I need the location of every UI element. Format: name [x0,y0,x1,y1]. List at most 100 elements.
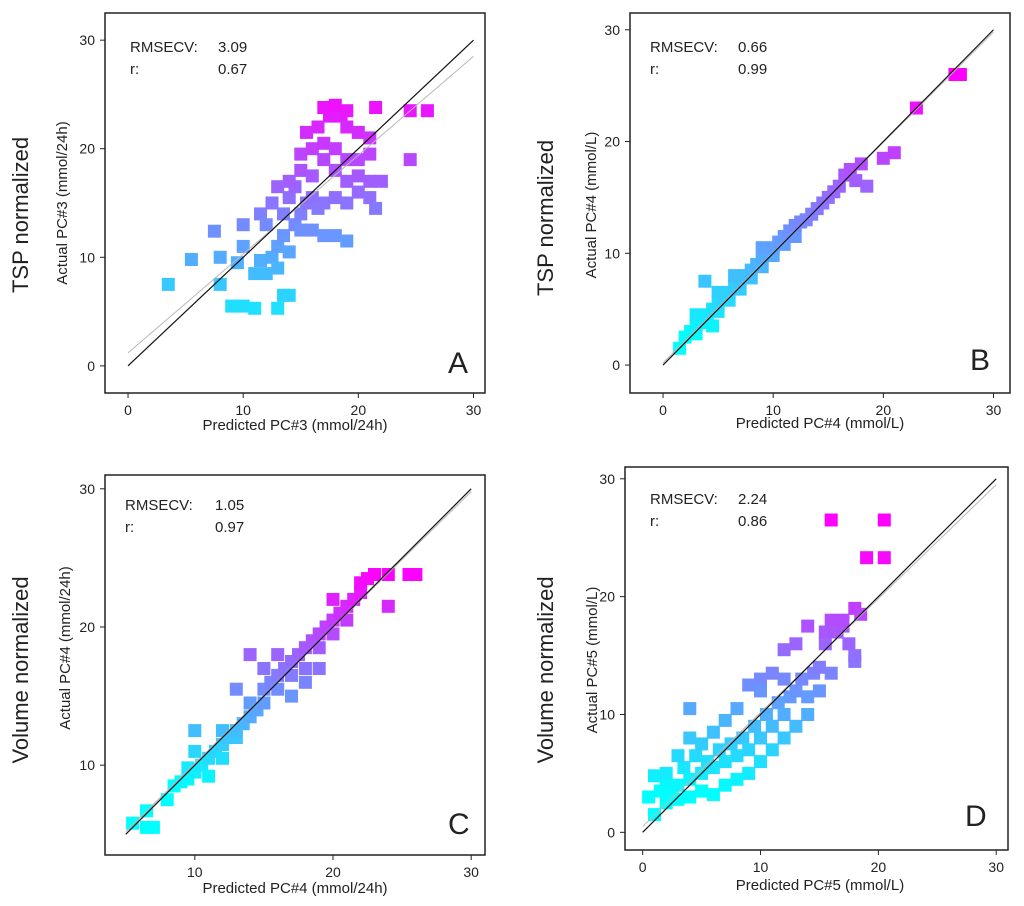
data-point-d-13 [695,784,709,798]
y-axis-label-c: Actual PC#4 (mmol/24h) [57,566,74,729]
data-point-b-44 [860,179,874,193]
data-point-a-66 [328,98,342,112]
data-point-d-61 [718,713,732,727]
x-tick-label-a-10: 10 [235,402,251,418]
scatter-points-c [125,488,472,835]
data-point-d-41 [801,690,815,704]
y-tick-label-c-20: 20 [79,619,95,635]
data-point-c-55 [188,744,202,758]
x-tick-label-a-0: 0 [124,402,132,418]
data-point-c-48 [381,568,395,581]
x-axis-label-a: Predicted PC#3 (mmol/24h) [202,417,387,434]
data-point-a-0 [161,277,175,291]
data-point-b-51 [711,285,725,299]
identity-line-b [662,29,994,366]
y-axis-label-a: Actual PC#3 (mmol/24h) [54,121,71,284]
x-tick-label-c-30: 30 [463,864,479,880]
y-tick-label-b-10: 10 [604,245,620,261]
data-point-d-29 [754,731,767,745]
data-point-d-45 [818,637,832,651]
data-point-d-10 [683,790,697,804]
data-point-d-34 [777,731,791,745]
data-point-a-41 [328,229,342,243]
data-point-a-7 [248,301,262,315]
ticks-a: 0 10 20 30 0 10 20 30 [79,32,481,418]
rmsecv-label-a: RMSECV: [130,39,198,56]
data-point-a-40 [317,229,331,243]
data-point-a-17 [265,250,279,264]
x-axis-label-d: Predicted PC#5 (mmol/L) [736,877,904,894]
data-point-d-8 [671,778,685,792]
data-point-a-46 [317,153,331,167]
r-label-b: r: [650,61,659,78]
y-tick-label-a-0: 0 [87,358,95,374]
data-point-d-59 [742,678,756,692]
x-axis-label-b: Predicted PC#4 (mmol/L) [736,415,904,432]
data-point-a-43 [282,174,296,188]
data-point-c-52 [326,592,340,606]
data-point-a-70 [420,104,434,118]
data-point-b-55 [706,319,720,333]
data-point-a-39 [305,223,319,237]
x-tick-label-d-0: 0 [639,859,647,875]
panel-b: TSP normalized 0 10 20 30 0 10 20 30 RMSECV: 0.… [533,12,1011,432]
data-point-c-2 [146,820,160,834]
data-point-d-49 [842,637,856,651]
data-point-d-54 [801,619,815,633]
y-tick-label-c-30: 30 [79,481,95,497]
row-label-volume-normalized-c: Volume normalized [8,576,33,763]
regression-line-a [127,56,474,354]
identity-line-a [127,39,474,367]
data-point-c-59 [298,675,312,689]
y-tick-label-b-30: 30 [604,22,620,38]
data-point-d-40 [801,708,815,721]
data-point-d-39 [795,672,809,686]
data-point-c-50 [409,568,423,581]
data-point-d-46 [824,666,838,680]
data-point-a-13 [236,218,250,232]
plot-frame-d [624,466,1009,851]
x-tick-label-a-20: 20 [351,402,367,418]
data-point-a-71 [403,153,417,167]
data-point-a-23 [254,207,267,221]
data-point-d-9 [677,761,691,774]
data-point-a-36 [351,185,365,199]
ticks-b: 0 10 20 30 0 10 20 30 [604,22,1001,418]
data-point-c-60 [312,662,326,675]
row-label-tsp-normalized-a: TSP normalized [8,137,33,293]
data-point-c-62 [229,682,243,696]
y-tick-label-d-10: 10 [599,706,615,722]
data-point-a-25 [259,218,273,232]
data-point-a-63 [351,125,365,139]
data-point-c-35 [312,641,326,655]
y-tick-label-d-30: 30 [599,471,615,487]
x-tick-label-d-10: 10 [753,859,769,875]
data-point-d-57 [765,666,779,680]
data-point-c-57 [271,648,285,662]
ticks-c: 10 20 30 10 20 30 [79,481,479,880]
scatter-points-d [642,478,997,833]
x-tick-label-d-20: 20 [871,859,887,875]
data-point-a-1 [184,253,198,266]
data-point-d-62 [706,725,720,739]
data-point-c-53 [243,648,257,662]
data-point-c-23 [257,696,271,710]
data-point-d-56 [777,643,791,657]
data-point-c-14 [216,751,229,765]
y-tick-label-a-30: 30 [79,32,95,48]
data-point-d-11 [683,772,697,786]
data-point-c-29 [285,668,298,682]
rmsecv-value-a: 3.09 [218,39,247,56]
data-point-c-38 [326,627,340,641]
scatter-points-b [662,29,994,366]
data-point-a-68 [369,101,383,114]
data-point-a-58 [300,125,313,139]
data-point-a-72 [374,174,388,188]
data-point-d-55 [789,637,803,651]
panel-letter-a: A [448,347,468,380]
data-point-b-46 [887,146,901,160]
data-point-d-68 [824,513,838,527]
y-tick-label-c-10: 10 [79,757,95,773]
data-point-c-41 [340,613,354,627]
data-point-a-3 [213,250,227,264]
